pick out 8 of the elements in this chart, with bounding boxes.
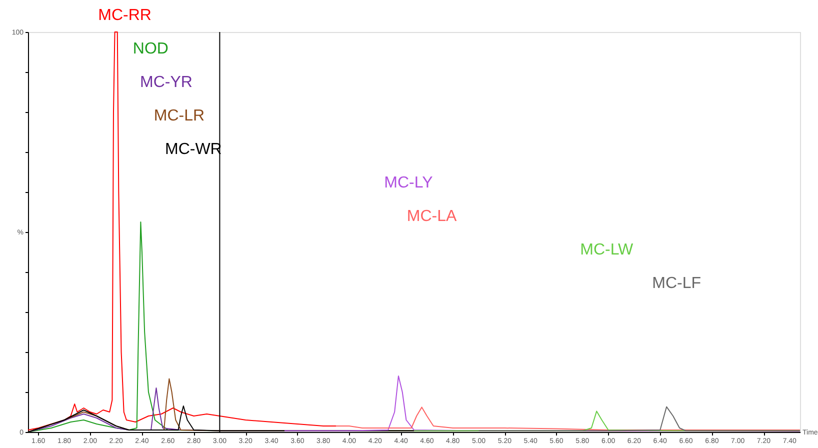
text: MC-LY	[384, 174, 434, 192]
text: NOD	[132, 40, 168, 58]
text: MC-LR	[154, 108, 205, 124]
text: MC-LW	[580, 242, 634, 258]
text: MC-LA	[406, 208, 457, 225]
text: MC-LF	[652, 275, 702, 292]
text: MC-YR	[140, 74, 192, 91]
series-label: MC-RR	[98, 7, 152, 24]
